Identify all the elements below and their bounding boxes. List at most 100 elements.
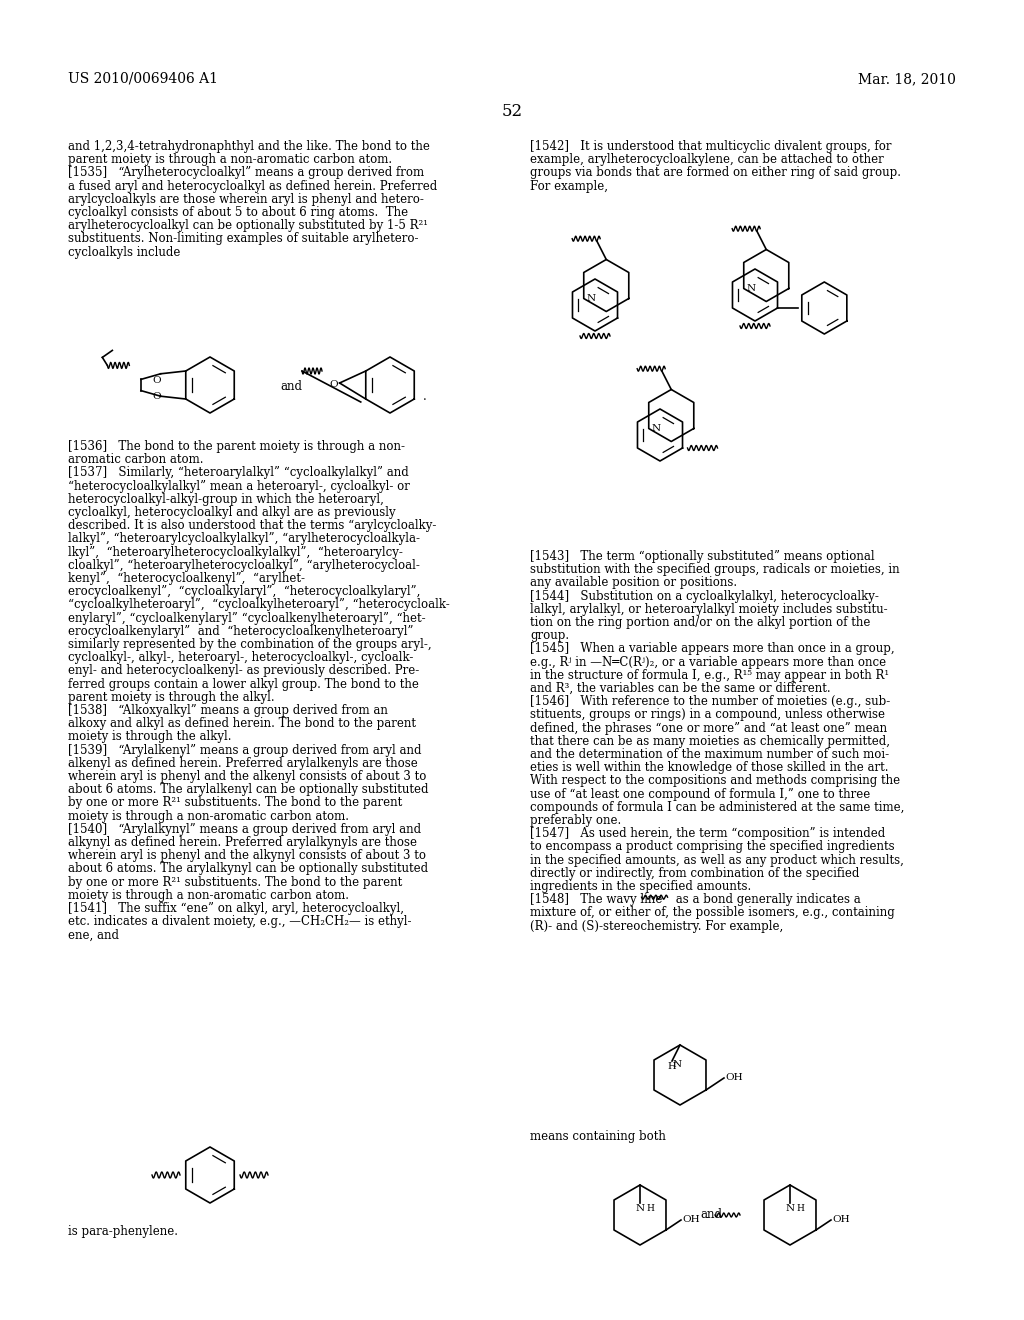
Text: means containing both: means containing both <box>530 1130 666 1143</box>
Text: kenyl”,  “heterocycloalkenyl”,  “arylhet-: kenyl”, “heterocycloalkenyl”, “arylhet- <box>68 572 305 585</box>
Text: arylheterocycloalkyl can be optionally substituted by 1-5 R²¹: arylheterocycloalkyl can be optionally s… <box>68 219 428 232</box>
Text: wherein aryl is phenyl and the alkynyl consists of about 3 to: wherein aryl is phenyl and the alkynyl c… <box>68 849 426 862</box>
Text: [1547]   As used herein, the term “composition” is intended: [1547] As used herein, the term “composi… <box>530 828 886 841</box>
Text: and the determination of the maximum number of such moi-: and the determination of the maximum num… <box>530 748 889 762</box>
Text: [1535]   “Arylheterocycloalkyl” means a group derived from: [1535] “Arylheterocycloalkyl” means a gr… <box>68 166 424 180</box>
Text: 52: 52 <box>502 103 522 120</box>
Text: any available position or positions.: any available position or positions. <box>530 577 737 590</box>
Text: [1543]   The term “optionally substituted” means optional: [1543] The term “optionally substituted”… <box>530 550 874 564</box>
Text: [1542]   It is understood that multicyclic divalent groups, for: [1542] It is understood that multicyclic… <box>530 140 892 153</box>
Text: [1544]   Substitution on a cycloalkylalkyl, heterocycloalky-: [1544] Substitution on a cycloalkylalkyl… <box>530 590 879 603</box>
Text: enylaryl”, “cycloalkenylaryl” “cycloalkenylheteroaryl”, “het-: enylaryl”, “cycloalkenylaryl” “cycloalke… <box>68 611 426 624</box>
Text: erocycloalkenylaryl”  and  “heterocycloalkenylheteroaryl”: erocycloalkenylaryl” and “heterocycloalk… <box>68 624 414 638</box>
Text: ene, and: ene, and <box>68 928 119 941</box>
Text: “cycloalkylheteroaryl”,  “cycloalkylheteroaryl”, “heterocycloalk-: “cycloalkylheteroaryl”, “cycloalkylheter… <box>68 598 450 611</box>
Text: lalkyl, arylalkyl, or heteroarylalkyl moiety includes substitu-: lalkyl, arylalkyl, or heteroarylalkyl mo… <box>530 603 888 616</box>
Text: example, arylheterocycloalkylene, can be attached to other: example, arylheterocycloalkylene, can be… <box>530 153 884 166</box>
Text: Mar. 18, 2010: Mar. 18, 2010 <box>858 73 956 86</box>
Text: O: O <box>330 380 338 389</box>
Text: With respect to the compositions and methods comprising the: With respect to the compositions and met… <box>530 775 900 788</box>
Text: directly or indirectly, from combination of the specified: directly or indirectly, from combination… <box>530 867 859 880</box>
Text: .: . <box>423 389 427 403</box>
Text: N: N <box>651 424 660 433</box>
Text: O: O <box>153 392 161 401</box>
Text: [1548]   The wavy line: [1548] The wavy line <box>530 894 667 907</box>
Text: and R³, the variables can be the same or different.: and R³, the variables can be the same or… <box>530 682 830 696</box>
Text: cycloalkyls include: cycloalkyls include <box>68 246 180 259</box>
Text: cycloalkyl consists of about 5 to about 6 ring atoms.  The: cycloalkyl consists of about 5 to about … <box>68 206 409 219</box>
Text: [1546]   With reference to the number of moieties (e.g., sub-: [1546] With reference to the number of m… <box>530 696 890 709</box>
Text: substitution with the specified groups, radicals or moieties, in: substitution with the specified groups, … <box>530 564 900 577</box>
Text: and: and <box>700 1209 722 1221</box>
Text: as a bond generally indicates a: as a bond generally indicates a <box>672 894 860 907</box>
Text: moiety is through a non-aromatic carbon atom.: moiety is through a non-aromatic carbon … <box>68 809 349 822</box>
Text: moiety is through the alkyl.: moiety is through the alkyl. <box>68 730 231 743</box>
Text: N: N <box>746 284 756 293</box>
Text: wherein aryl is phenyl and the alkenyl consists of about 3 to: wherein aryl is phenyl and the alkenyl c… <box>68 770 426 783</box>
Text: in the structure of formula I, e.g., R¹⁵ may appear in both R¹: in the structure of formula I, e.g., R¹⁵… <box>530 669 889 682</box>
Text: [1545]   When a variable appears more than once in a group,: [1545] When a variable appears more than… <box>530 643 895 656</box>
Text: and 1,2,3,4-tetrahydronaphthyl and the like. The bond to the: and 1,2,3,4-tetrahydronaphthyl and the l… <box>68 140 430 153</box>
Text: is para-phenylene.: is para-phenylene. <box>68 1225 178 1238</box>
Text: described. It is also understood that the terms “arylcycloalky-: described. It is also understood that th… <box>68 519 436 532</box>
Text: erocycloalkenyl”,  “cycloalkylaryl”,  “heterocycloalkylaryl”,: erocycloalkenyl”, “cycloalkylaryl”, “het… <box>68 585 421 598</box>
Text: H: H <box>668 1063 676 1071</box>
Text: aromatic carbon atom.: aromatic carbon atom. <box>68 453 204 466</box>
Text: “heterocycloalkylalkyl” mean a heteroaryl-, cycloalkyl- or: “heterocycloalkylalkyl” mean a heteroary… <box>68 479 410 492</box>
Text: in the specified amounts, as well as any product which results,: in the specified amounts, as well as any… <box>530 854 904 867</box>
Text: preferably one.: preferably one. <box>530 814 622 828</box>
Text: and: and <box>280 380 302 393</box>
Text: alkoxy and alkyl as defined herein. The bond to the parent: alkoxy and alkyl as defined herein. The … <box>68 717 416 730</box>
Text: OH: OH <box>831 1216 850 1225</box>
Text: alkynyl as defined herein. Preferred arylalkynyls are those: alkynyl as defined herein. Preferred ary… <box>68 836 417 849</box>
Text: by one or more R²¹ substituents. The bond to the parent: by one or more R²¹ substituents. The bon… <box>68 875 402 888</box>
Text: cloalkyl”, “heteroarylheterocycloalkyl”, “arylheterocycloal-: cloalkyl”, “heteroarylheterocycloalkyl”,… <box>68 558 420 572</box>
Text: lalkyl”, “heteroarylcycloalkylalkyl”, “arylheterocycloalkyla-: lalkyl”, “heteroarylcycloalkylalkyl”, “a… <box>68 532 420 545</box>
Text: cycloalkyl, heterocycloalkyl and alkyl are as previously: cycloalkyl, heterocycloalkyl and alkyl a… <box>68 506 395 519</box>
Text: parent moiety is through the alkyl.: parent moiety is through the alkyl. <box>68 690 274 704</box>
Text: H: H <box>646 1204 654 1213</box>
Text: cycloalkyl-, alkyl-, heteroaryl-, heterocycloalkyl-, cycloalk-: cycloalkyl-, alkyl-, heteroaryl-, hetero… <box>68 651 414 664</box>
Text: OH: OH <box>682 1216 699 1225</box>
Text: substituents. Non-limiting examples of suitable arylhetero-: substituents. Non-limiting examples of s… <box>68 232 419 246</box>
Text: heterocycloalkyl-alkyl-group in which the heteroaryl,: heterocycloalkyl-alkyl-group in which th… <box>68 492 384 506</box>
Text: about 6 atoms. The arylalkenyl can be optionally substituted: about 6 atoms. The arylalkenyl can be op… <box>68 783 428 796</box>
Text: defined, the phrases “one or more” and “at least one” mean: defined, the phrases “one or more” and “… <box>530 722 887 735</box>
Text: H: H <box>796 1204 804 1213</box>
Text: compounds of formula I can be administered at the same time,: compounds of formula I can be administer… <box>530 801 904 814</box>
Text: O: O <box>153 376 161 385</box>
Text: N: N <box>785 1204 795 1213</box>
Text: [1536]   The bond to the parent moiety is through a non-: [1536] The bond to the parent moiety is … <box>68 440 406 453</box>
Text: moiety is through a non-aromatic carbon atom.: moiety is through a non-aromatic carbon … <box>68 888 349 902</box>
Text: similarly represented by the combination of the groups aryl-,: similarly represented by the combination… <box>68 638 432 651</box>
Text: (R)- and (S)-stereochemistry. For example,: (R)- and (S)-stereochemistry. For exampl… <box>530 920 783 933</box>
Text: N: N <box>636 1204 644 1213</box>
Text: eties is well within the knowledge of those skilled in the art.: eties is well within the knowledge of th… <box>530 762 889 775</box>
Text: [1537]   Similarly, “heteroarylalkyl” “cycloalkylalkyl” and: [1537] Similarly, “heteroarylalkyl” “cyc… <box>68 466 409 479</box>
Text: groups via bonds that are formed on either ring of said group.: groups via bonds that are formed on eith… <box>530 166 901 180</box>
Text: e.g., Rʲ in —N═C(Rʲ)₂, or a variable appears more than once: e.g., Rʲ in —N═C(Rʲ)₂, or a variable app… <box>530 656 886 669</box>
Text: to encompass a product comprising the specified ingredients: to encompass a product comprising the sp… <box>530 841 895 854</box>
Text: that there can be as many moieties as chemically permitted,: that there can be as many moieties as ch… <box>530 735 890 748</box>
Text: stituents, groups or rings) in a compound, unless otherwise: stituents, groups or rings) in a compoun… <box>530 709 885 722</box>
Text: by one or more R²¹ substituents. The bond to the parent: by one or more R²¹ substituents. The bon… <box>68 796 402 809</box>
Text: about 6 atoms. The arylalkynyl can be optionally substituted: about 6 atoms. The arylalkynyl can be op… <box>68 862 428 875</box>
Text: group.: group. <box>530 630 569 643</box>
Text: enyl- and heterocycloalkenyl- as previously described. Pre-: enyl- and heterocycloalkenyl- as previou… <box>68 664 419 677</box>
Text: alkenyl as defined herein. Preferred arylalkenyls are those: alkenyl as defined herein. Preferred ary… <box>68 756 418 770</box>
Text: [1540]   “Arylalkynyl” means a group derived from aryl and: [1540] “Arylalkynyl” means a group deriv… <box>68 822 421 836</box>
Text: a fused aryl and heterocycloalkyl as defined herein. Preferred: a fused aryl and heterocycloalkyl as def… <box>68 180 437 193</box>
Text: For example,: For example, <box>530 180 608 193</box>
Text: [1539]   “Arylalkenyl” means a group derived from aryl and: [1539] “Arylalkenyl” means a group deriv… <box>68 743 422 756</box>
Text: N: N <box>673 1060 682 1069</box>
Text: tion on the ring portion and/or on the alkyl portion of the: tion on the ring portion and/or on the a… <box>530 616 870 630</box>
Text: etc. indicates a divalent moiety, e.g., —CH₂CH₂— is ethyl-: etc. indicates a divalent moiety, e.g., … <box>68 915 412 928</box>
Text: N: N <box>587 294 596 304</box>
Text: parent moiety is through a non-aromatic carbon atom.: parent moiety is through a non-aromatic … <box>68 153 392 166</box>
Text: US 2010/0069406 A1: US 2010/0069406 A1 <box>68 73 218 86</box>
Text: arylcycloalkyls are those wherein aryl is phenyl and hetero-: arylcycloalkyls are those wherein aryl i… <box>68 193 424 206</box>
Text: [1541]   The suffix “ene” on alkyl, aryl, heterocycloalkyl,: [1541] The suffix “ene” on alkyl, aryl, … <box>68 902 404 915</box>
Text: lkyl”,  “heteroarylheterocycloalkylalkyl”,  “heteroarylcy-: lkyl”, “heteroarylheterocycloalkylalkyl”… <box>68 545 402 558</box>
Text: mixture of, or either of, the possible isomers, e.g., containing: mixture of, or either of, the possible i… <box>530 907 895 920</box>
Text: OH: OH <box>725 1073 742 1082</box>
